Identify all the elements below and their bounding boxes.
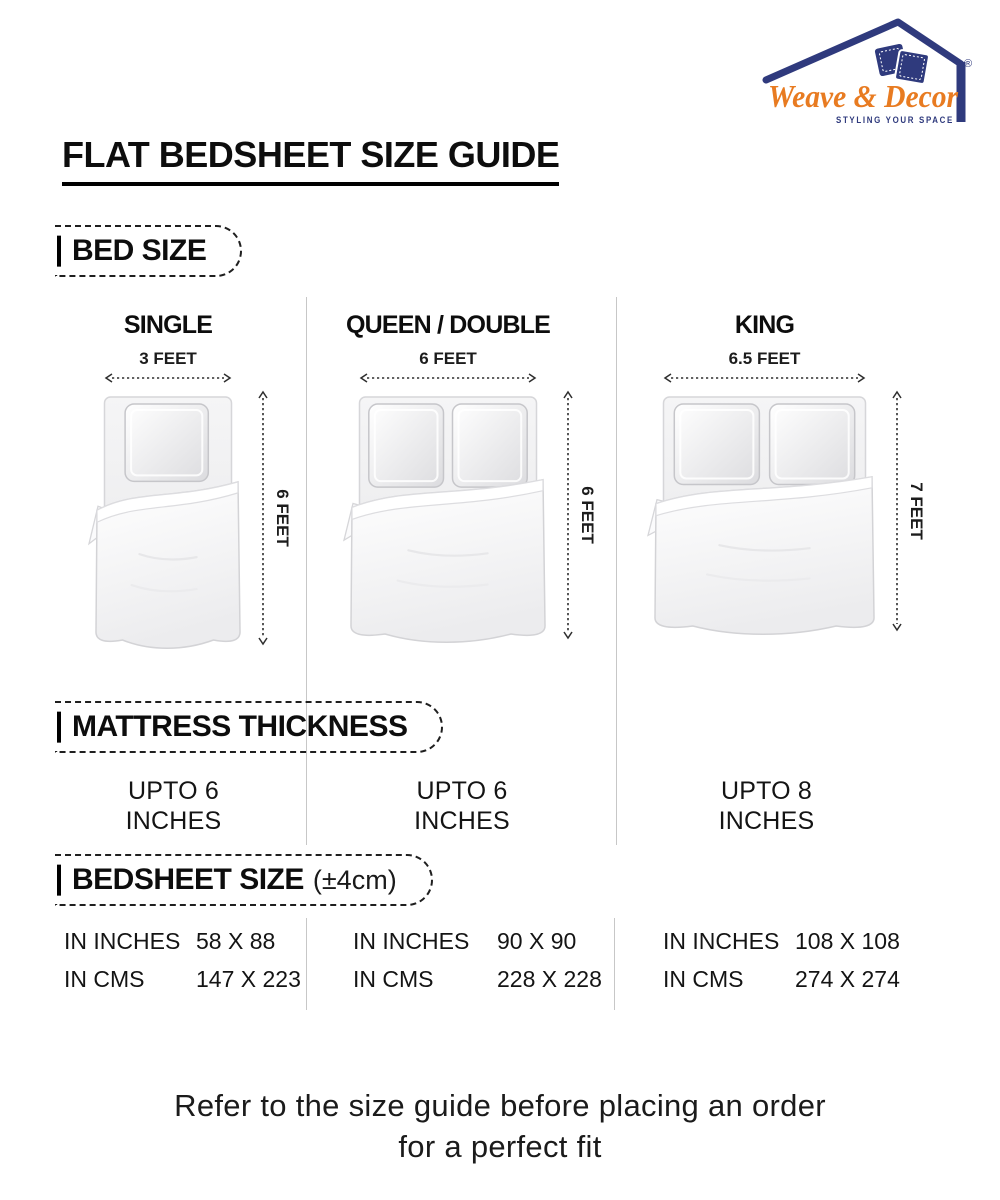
table-row: IN CMS 228 X 228	[353, 966, 602, 992]
cms-label: IN CMS	[64, 966, 145, 992]
bed-height-label: 7 FEET	[907, 482, 927, 540]
bed-column-queen-double: QUEEN / DOUBLE 6 FEET 6 FEET	[342, 310, 597, 643]
pillows-icon	[874, 43, 930, 85]
bed-height-label: 6 FEET	[578, 486, 598, 544]
bed-illustration	[87, 389, 241, 649]
cms-label: IN CMS	[663, 966, 744, 992]
heading-accent-bar	[57, 864, 61, 896]
inches-value: 58 X 88	[196, 928, 276, 954]
thickness-value-king: UPTO 8 INCHES	[595, 777, 938, 836]
registered-mark: ®	[964, 58, 972, 70]
table-row: IN INCHES 108 X 108	[663, 928, 900, 954]
section-heading-bed-size: BED SIZE	[55, 225, 243, 277]
brand-logo: ® Weave & Decor STYLING YOUR SPACE	[762, 18, 972, 126]
heading-accent-bar	[57, 235, 61, 267]
cms-value: 228 X 228	[497, 966, 602, 992]
bed-width-label: 6 FEET	[419, 349, 477, 368]
bed-type-label: SINGLE	[123, 311, 213, 339]
bed-column-king: KING 6.5 FEET 7 FEET	[647, 310, 926, 635]
inches-value: 90 X 90	[497, 928, 577, 954]
heading-accent-bar	[57, 711, 61, 743]
bed-column-single: SINGLE 3 FEET 6 FEET	[87, 310, 292, 649]
footer-line2: for a perfect fit	[398, 1128, 602, 1164]
inches-label: IN INCHES	[663, 928, 780, 954]
page-title: FLAT BEDSHEET SIZE GUIDE	[62, 134, 560, 186]
column-divider	[616, 297, 617, 845]
bed-type-label: KING	[734, 311, 795, 339]
height-arrow-icon	[257, 389, 269, 647]
bed-size-heading-text: BED SIZE	[72, 234, 207, 267]
bedsheet-size-heading-text: BEDSHEET SIZE	[72, 863, 304, 896]
roof-icon	[762, 18, 966, 122]
width-arrow-icon	[358, 372, 538, 384]
bed-illustration	[647, 389, 875, 635]
brand-name: Weave & Decor	[768, 78, 959, 114]
tolerance-note: (±4cm)	[312, 865, 397, 895]
thickness-line1: UPTO 6	[127, 777, 220, 805]
width-arrow-icon	[662, 372, 867, 384]
inches-value: 108 X 108	[795, 928, 900, 954]
footer-note: Refer to the size guide before placing a…	[0, 1086, 1000, 1168]
inches-label: IN INCHES	[353, 928, 470, 954]
section-heading-bedsheet-size: BEDSHEET SIZE (±4cm)	[55, 854, 433, 906]
brand-tagline: STYLING YOUR SPACE	[836, 115, 954, 126]
mattress-thickness-heading-text: MATTRESS THICKNESS	[72, 710, 408, 743]
table-row: IN CMS 147 X 223	[64, 966, 301, 992]
width-arrow-icon	[103, 372, 233, 384]
table-row: IN CMS 274 X 274	[663, 966, 900, 992]
thickness-line2: INCHES	[125, 806, 222, 835]
column-divider	[306, 297, 307, 845]
bed-illustration	[342, 389, 546, 643]
sheet-size-single: IN INCHES 58 X 88 IN CMS 147 X 223	[64, 928, 301, 1004]
bed-width-label: 3 FEET	[139, 349, 197, 368]
bed-width-label: 6.5 FEET	[728, 349, 801, 368]
thickness-value-single: UPTO 6 INCHES	[40, 777, 307, 836]
section-heading-mattress-thickness: MATTRESS THICKNESS	[55, 701, 444, 753]
height-arrow-icon	[891, 389, 903, 633]
table-row: IN INCHES 90 X 90	[353, 928, 602, 954]
column-divider	[306, 918, 307, 1010]
cms-value: 147 X 223	[196, 966, 301, 992]
footer-line1: Refer to the size guide before placing a…	[174, 1088, 826, 1123]
sheet-size-king: IN INCHES 108 X 108 IN CMS 274 X 274	[663, 928, 900, 1004]
sheet-size-queen-double: IN INCHES 90 X 90 IN CMS 228 X 228	[353, 928, 602, 1004]
thickness-line2: INCHES	[718, 806, 815, 835]
thickness-line1: UPTO 6	[416, 777, 508, 805]
thickness-value-queen-double: UPTO 6 INCHES	[307, 777, 617, 836]
table-row: IN INCHES 58 X 88	[64, 928, 301, 954]
cms-label: IN CMS	[353, 966, 434, 992]
column-divider	[614, 918, 615, 1010]
thickness-line1: UPTO 8	[720, 777, 813, 805]
cms-value: 274 X 274	[795, 966, 900, 992]
height-arrow-icon	[562, 389, 574, 641]
thickness-line2: INCHES	[414, 806, 510, 835]
bed-height-label: 6 FEET	[273, 489, 293, 547]
inches-label: IN INCHES	[64, 928, 181, 954]
bed-type-label: QUEEN / DOUBLE	[345, 311, 551, 339]
